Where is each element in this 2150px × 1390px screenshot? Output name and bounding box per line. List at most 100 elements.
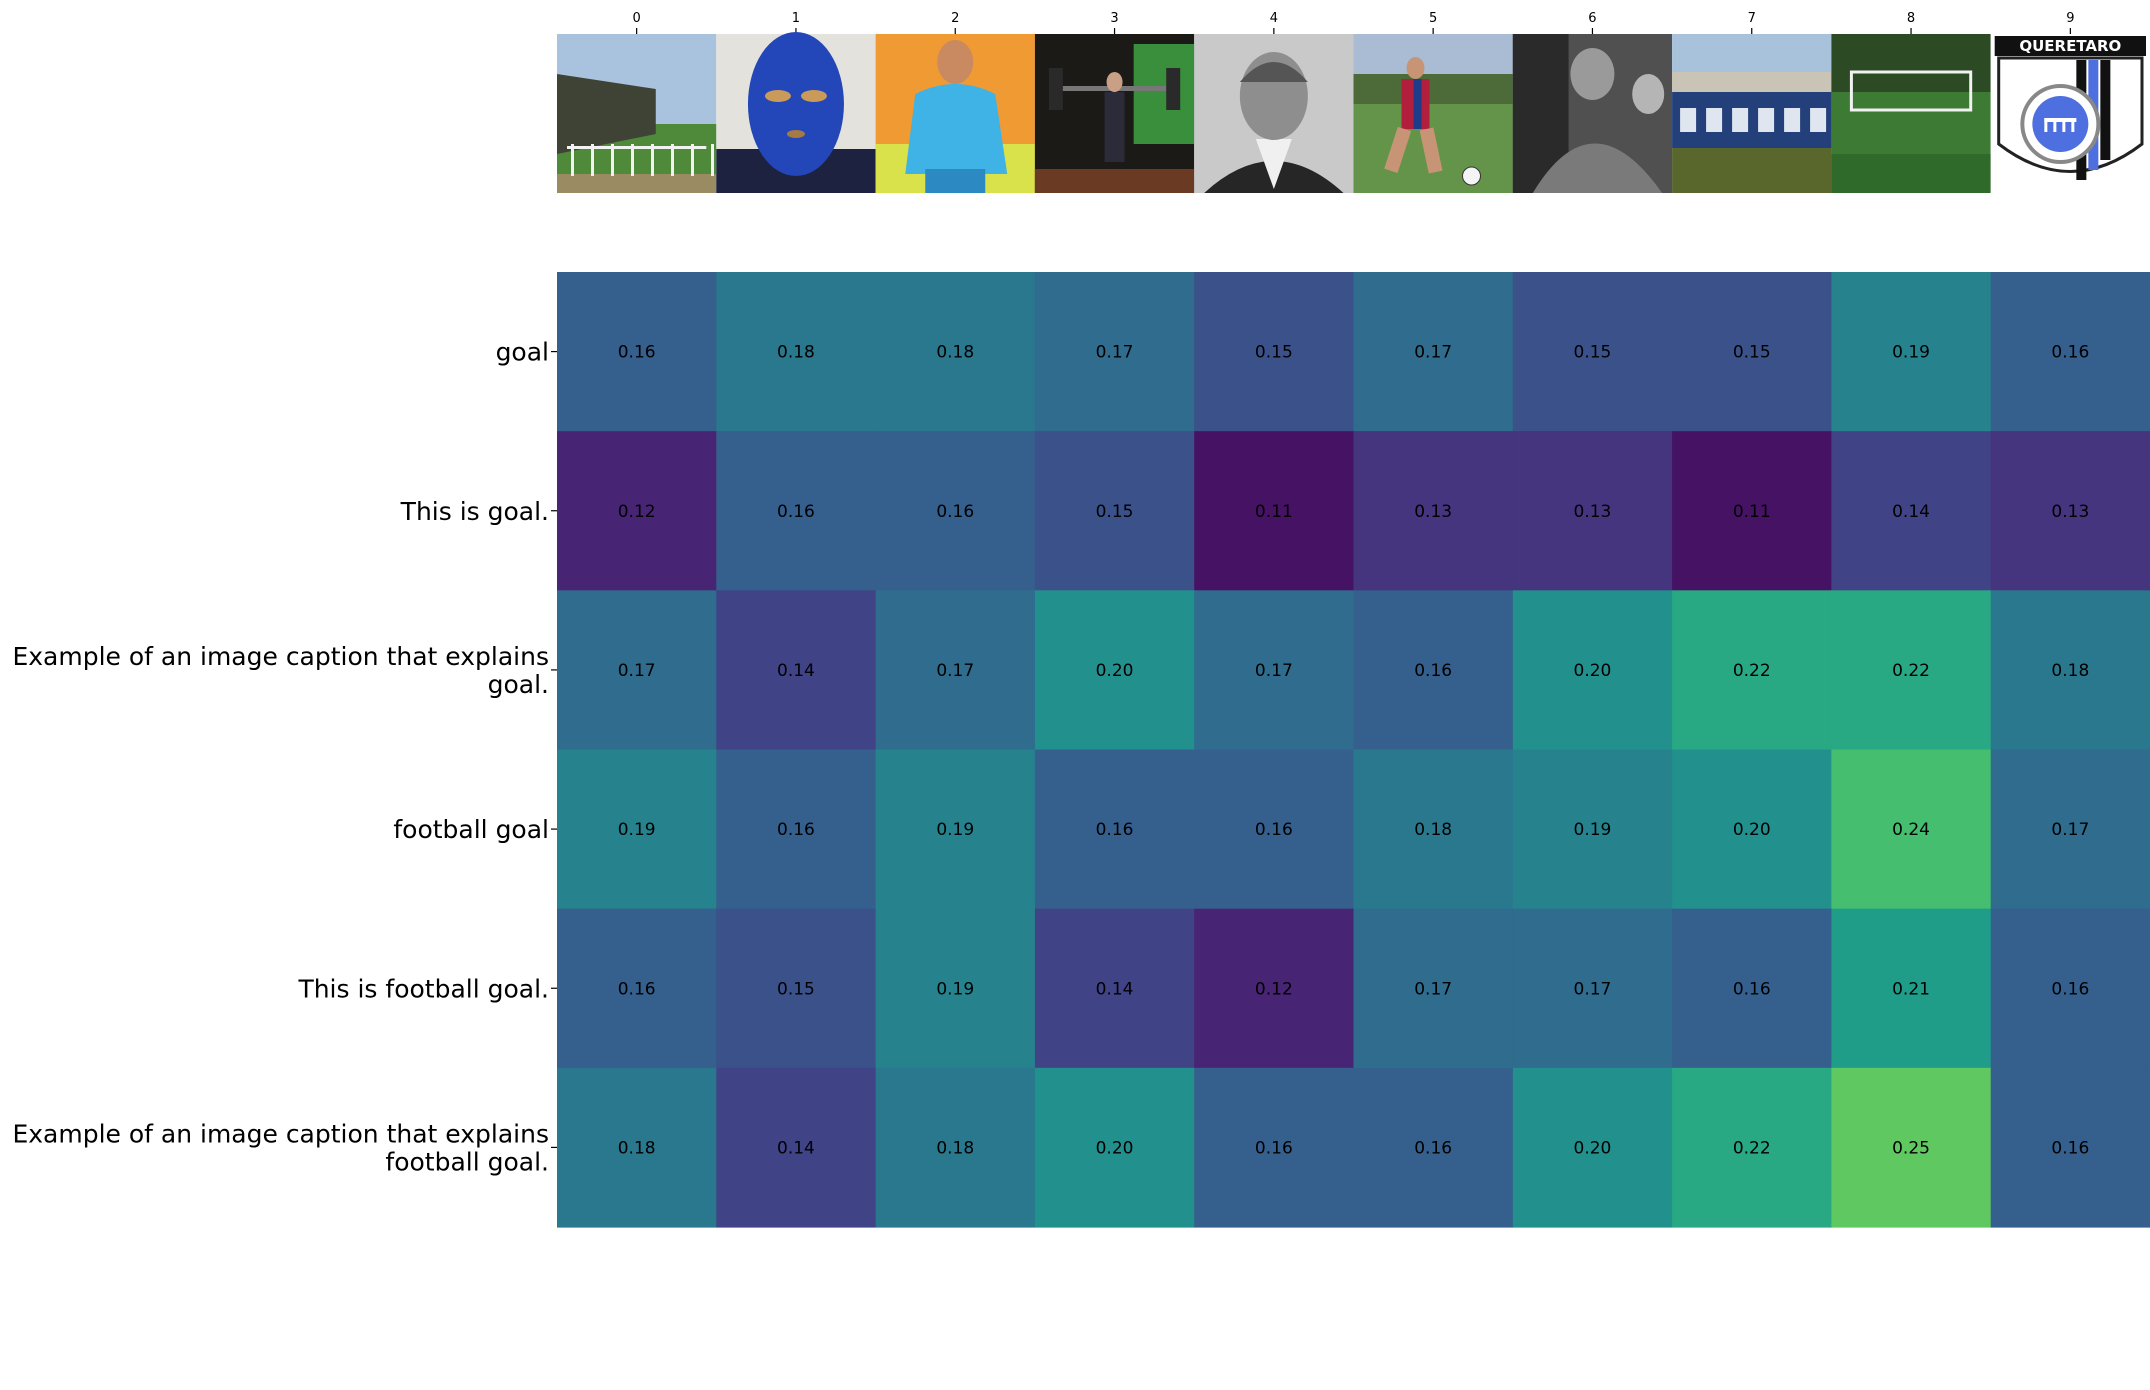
cell-value-label: 0.17 <box>936 661 974 681</box>
heatmap-cell <box>1831 431 1992 591</box>
thumbnail-stadium-stand-latics <box>1672 34 1832 193</box>
cell-value-label: 0.19 <box>1574 820 1612 840</box>
column-tick-label: 4 <box>1270 11 1278 26</box>
thumbnail-person-in-blue-mask <box>716 32 876 193</box>
cell-value-label: 0.18 <box>936 1138 974 1158</box>
heatmap-cell <box>1194 749 1355 910</box>
row-label: This is football goal. <box>297 974 549 1003</box>
heatmap-cell <box>557 908 717 1069</box>
heatmap-cell <box>1831 1067 1992 1228</box>
cell-value-label: 0.22 <box>1733 661 1771 681</box>
cell-value-label: 0.17 <box>618 661 656 681</box>
heatmap-cell <box>1034 1067 1195 1228</box>
cell-value-label: 0.14 <box>1892 502 1930 522</box>
heatmap-cell <box>1512 908 1673 1069</box>
heatmap-cell <box>1034 272 1195 432</box>
heatmap-cell <box>1512 590 1673 751</box>
heatmap-cell <box>1990 908 2150 1069</box>
cell-value-label: 0.16 <box>1414 1138 1452 1158</box>
heatmap-cell <box>875 272 1036 432</box>
cell-value-label: 0.20 <box>1733 820 1771 840</box>
heatmap-cell <box>1353 749 1514 910</box>
heatmap-cell <box>557 749 717 910</box>
cell-value-label: 0.17 <box>1096 343 1134 363</box>
cell-value-label: 0.16 <box>2051 979 2089 999</box>
heatmap-cell <box>716 1067 877 1228</box>
heatmap-cell <box>1194 272 1355 432</box>
heatmap-cell <box>1831 749 1992 910</box>
thumbnail-football-stadium-stand <box>557 34 717 193</box>
heatmap-cell <box>1990 749 2150 910</box>
heatmap-cell <box>1831 590 1992 751</box>
heatmap-cell <box>1672 908 1832 1069</box>
cell-value-label: 0.12 <box>618 502 656 522</box>
heatmap-cell <box>1034 908 1195 1069</box>
heatmap-cell <box>1672 1067 1832 1228</box>
cell-value-label: 0.17 <box>1414 343 1452 363</box>
cell-value-label: 0.13 <box>1574 502 1612 522</box>
column-tick-label: 3 <box>1110 11 1118 26</box>
image-thumbnail-strip: QUERETARO <box>557 32 2150 193</box>
column-tick-label: 1 <box>792 11 800 26</box>
cell-value-label: 0.24 <box>1892 820 1930 840</box>
heatmap-cell <box>875 908 1036 1069</box>
heatmap-cell <box>1353 908 1514 1069</box>
cell-value-label: 0.22 <box>1733 1138 1771 1158</box>
row-label: football goal <box>393 815 549 844</box>
heatmap-cell <box>1512 749 1673 910</box>
column-tick-label: 9 <box>2066 11 2074 26</box>
row-label: goal <box>496 338 549 367</box>
thumbnail-footballer-in-light-blue-kit <box>875 34 1035 193</box>
heatmap-cell <box>1990 1067 2150 1228</box>
heatmap-cell <box>1194 908 1355 1069</box>
cell-value-label: 0.15 <box>1096 502 1134 522</box>
cell-value-label: 0.19 <box>1892 343 1930 363</box>
heatmap-cell <box>1990 272 2150 432</box>
cell-value-label: 0.19 <box>936 820 974 840</box>
cell-value-label: 0.19 <box>618 820 656 840</box>
cell-value-label: 0.16 <box>777 820 815 840</box>
heatmap-cell <box>1194 1067 1355 1228</box>
column-tick-label: 0 <box>633 11 641 26</box>
cell-value-label: 0.11 <box>1733 502 1771 522</box>
heatmap-cell <box>1672 749 1832 910</box>
cell-value-label: 0.16 <box>1255 1138 1293 1158</box>
thumbnail-queretaro-club-crest: QUERETARO <box>1990 34 2150 193</box>
cell-value-label: 0.16 <box>618 979 656 999</box>
heatmap-cell <box>716 272 877 432</box>
cell-value-label: 0.18 <box>618 1138 656 1158</box>
cell-value-label: 0.16 <box>618 343 656 363</box>
cell-value-label: 0.15 <box>1733 343 1771 363</box>
cell-value-label: 0.17 <box>1255 661 1293 681</box>
cell-value-label: 0.16 <box>2051 343 2089 363</box>
heatmap-cell <box>1034 431 1195 591</box>
heatmap-cell <box>557 590 717 751</box>
cell-value-label: 0.17 <box>1414 979 1452 999</box>
heatmap-cell <box>1672 590 1832 751</box>
heatmap-cell <box>1831 908 1992 1069</box>
heatmap-cell <box>875 1067 1036 1228</box>
heatmap-cell <box>875 590 1036 751</box>
cell-value-label: 0.20 <box>1574 1138 1612 1158</box>
heatmap-cells: 0.16 0.18 0.18 0.17 0.15 0.17 0.15 0.15 0.19 0.16… <box>557 272 2150 1228</box>
heatmap-cell <box>1672 431 1832 591</box>
cell-value-label: 0.20 <box>1574 661 1612 681</box>
heatmap-cell <box>1034 749 1195 910</box>
cell-value-label: 0.16 <box>1255 820 1293 840</box>
thumbnail-footballer-with-ball <box>1353 34 1513 193</box>
column-tick-label: 6 <box>1588 11 1596 26</box>
cell-value-label: 0.17 <box>1574 979 1612 999</box>
heatmap-cell <box>1512 272 1673 432</box>
heatmap-cell <box>1353 272 1514 432</box>
thumbnail-weightlifter-in-gym <box>1034 34 1195 193</box>
heatmap-cell <box>1512 1067 1673 1228</box>
heatmap-cell <box>1353 590 1514 751</box>
row-caption-labels: goal This is goal. Example of an image cap… <box>12 338 557 1176</box>
cell-value-label: 0.11 <box>1255 502 1293 522</box>
heatmap-cell <box>1512 431 1673 591</box>
heatmap-cell <box>557 1067 717 1228</box>
column-tick-label: 7 <box>1748 11 1756 26</box>
cell-value-label: 0.25 <box>1892 1138 1930 1158</box>
cell-value-label: 0.13 <box>2051 502 2089 522</box>
row-label: Example of an image caption that explain… <box>12 1119 549 1176</box>
